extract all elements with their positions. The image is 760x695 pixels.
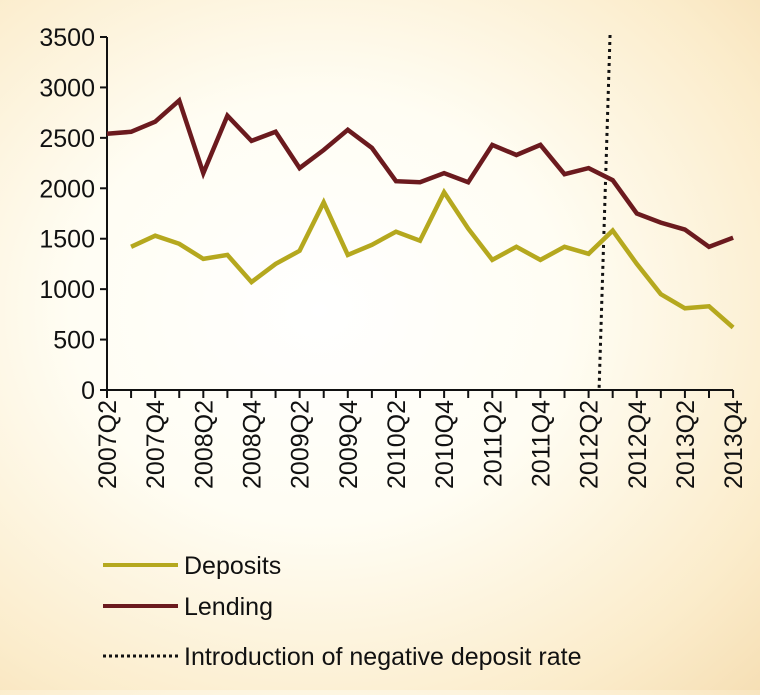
legend-label-deposits: Deposits: [184, 552, 281, 580]
x-tick-label: 2009Q2: [287, 400, 315, 489]
series-line-deposits: [131, 192, 733, 327]
y-axis: 0 500 1000 1500 2000 2500 3000 3500: [39, 24, 107, 405]
x-tick-label: 2007Q2: [94, 400, 122, 489]
y-tick-label: 3000: [39, 74, 95, 102]
x-tick-label: 2007Q4: [142, 400, 170, 489]
x-tick-label: 2008Q4: [238, 400, 266, 489]
negative-rate-marker-line: [599, 35, 610, 390]
series-line-lending: [107, 101, 733, 247]
y-tick-label: 500: [53, 327, 95, 355]
x-tick-label: 2008Q2: [190, 400, 218, 489]
x-tick-label: 2009Q4: [335, 400, 363, 489]
x-tick-label: 2012Q4: [624, 400, 652, 489]
y-tick-label: 1500: [39, 226, 95, 254]
x-tick-label: 2010Q4: [431, 400, 459, 489]
y-tick-label: 3500: [39, 24, 95, 52]
legend-label-negative-rate: Introduction of negative deposit rate: [184, 643, 582, 671]
x-tick-label: 2012Q2: [576, 400, 604, 489]
series-group: [107, 100, 733, 327]
x-tick-label: 2013Q2: [672, 400, 700, 489]
x-axis: 2007Q2 2007Q4 2008Q2 2008Q4 2009Q2 2009Q4 2010…: [94, 390, 748, 489]
x-tick-label: 2010Q2: [383, 400, 411, 489]
y-tick-label: 0: [81, 377, 95, 405]
x-tick-label: 2013Q4: [720, 400, 748, 489]
x-tick-label: 2011Q4: [527, 400, 555, 487]
legend-label-lending: Lending: [184, 593, 273, 621]
y-tick-label: 1000: [39, 276, 95, 304]
y-tick-label: 2000: [39, 175, 95, 203]
legend: Deposits Lending Introduction of negativ…: [103, 552, 582, 671]
x-tick-label: 2011Q2: [479, 400, 507, 487]
y-tick-label: 2500: [39, 125, 95, 153]
